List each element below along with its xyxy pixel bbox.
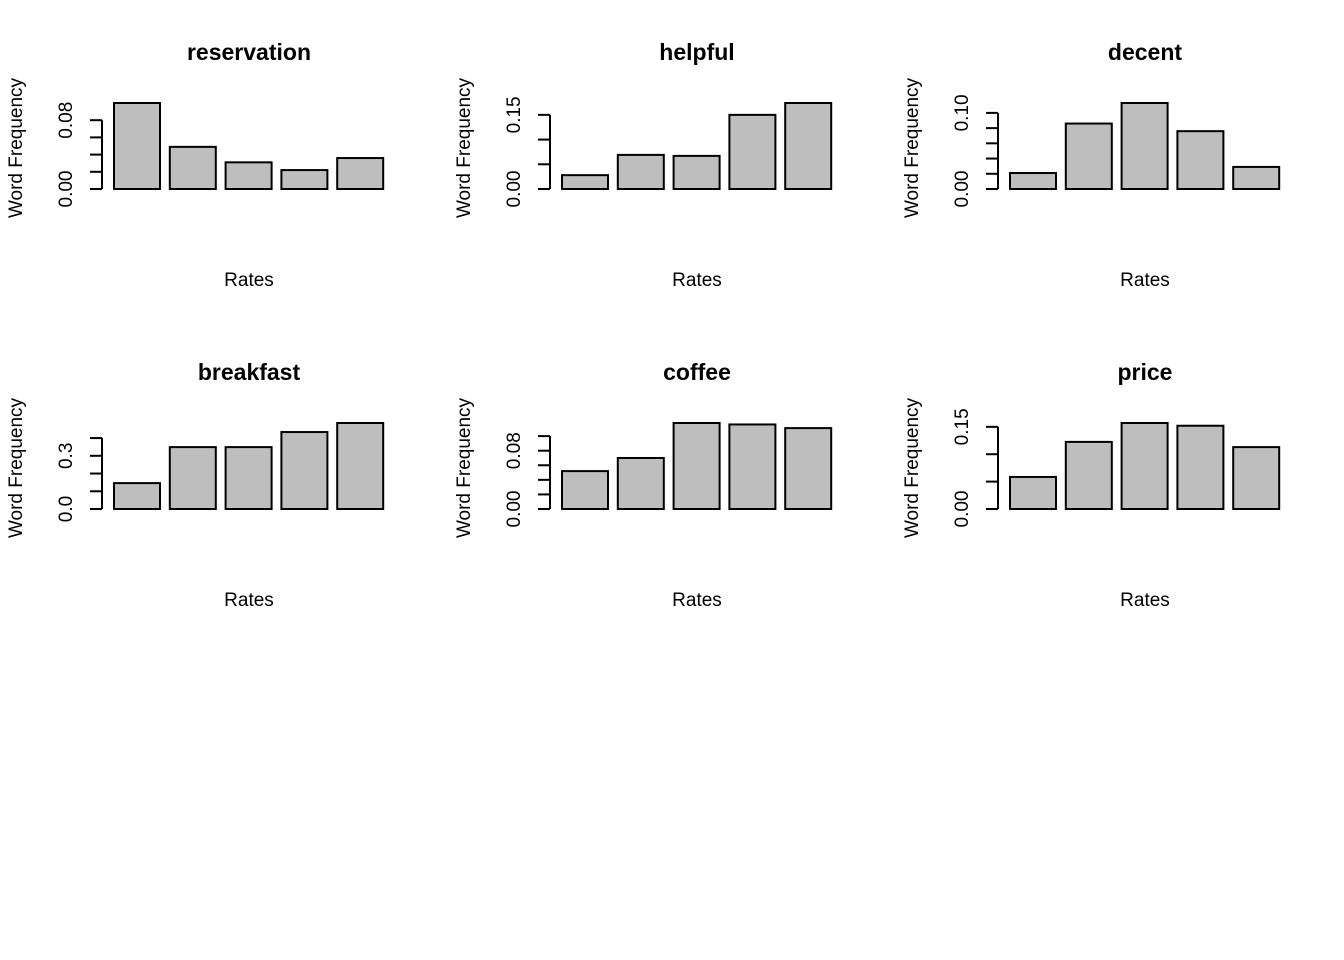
bar bbox=[336, 422, 385, 510]
bar bbox=[784, 102, 833, 190]
bar bbox=[1120, 102, 1169, 190]
panel: coffee Rates Word Frequency 0.00 0.08 bbox=[454, 359, 833, 611]
x-axis-label: Rates bbox=[224, 590, 274, 611]
panel: reservation Rates Word Frequency 0.00 0.08 bbox=[6, 39, 385, 291]
bar bbox=[280, 169, 329, 191]
y-tick-label: 0.3 bbox=[56, 443, 77, 469]
y-tick-label: 0.00 bbox=[56, 171, 77, 208]
bar bbox=[616, 153, 665, 190]
bar bbox=[224, 446, 273, 510]
y-tick-label: 0.0 bbox=[56, 496, 77, 522]
x-axis-label: Rates bbox=[1120, 270, 1170, 291]
panel: decent Rates Word Frequency 0.00 0.10 bbox=[902, 39, 1281, 291]
y-tick-label: 0.10 bbox=[952, 94, 973, 131]
bar bbox=[1064, 122, 1113, 190]
y-tick-label: 0.00 bbox=[504, 491, 525, 528]
y-axis-label: Word Frequency bbox=[6, 397, 27, 538]
bar bbox=[1232, 446, 1281, 511]
chart-title: decent bbox=[1108, 39, 1182, 65]
bar bbox=[280, 431, 329, 510]
y-tick-label: 0.08 bbox=[504, 432, 525, 469]
bar bbox=[113, 482, 161, 511]
bar bbox=[561, 470, 609, 511]
y-axis-label: Word Frequency bbox=[454, 77, 475, 218]
panel: helpful Rates Word Frequency 0.00 0.15 bbox=[454, 39, 833, 291]
y-tick-label: 0.08 bbox=[56, 102, 77, 139]
x-axis-label: Rates bbox=[224, 270, 274, 291]
y-axis-label: Word Frequency bbox=[902, 397, 923, 538]
x-axis-label: Rates bbox=[672, 590, 722, 611]
chart-title: coffee bbox=[663, 359, 731, 385]
bar bbox=[336, 157, 385, 190]
bar bbox=[224, 161, 273, 190]
chart-title: helpful bbox=[659, 39, 734, 65]
x-axis-label: Rates bbox=[1120, 590, 1170, 611]
bar bbox=[561, 174, 609, 190]
bar bbox=[672, 154, 721, 190]
bar bbox=[728, 113, 777, 190]
panel: breakfast Rates Word Frequency 0.0 0.3 bbox=[6, 359, 385, 611]
bar bbox=[1120, 422, 1169, 510]
y-axis-label: Word Frequency bbox=[6, 77, 27, 218]
bar bbox=[728, 423, 777, 510]
bar bbox=[784, 427, 833, 510]
chart-title: reservation bbox=[187, 39, 311, 65]
bar bbox=[168, 145, 217, 190]
bar bbox=[672, 422, 721, 510]
bar bbox=[1064, 440, 1113, 510]
y-tick-label: 0.00 bbox=[952, 491, 973, 528]
panel: price Rates Word Frequency 0.00 0.15 bbox=[902, 359, 1281, 611]
bar bbox=[1176, 424, 1225, 510]
y-tick-label: 0.00 bbox=[504, 171, 525, 208]
bar bbox=[113, 102, 161, 190]
bar bbox=[168, 446, 217, 510]
chart-title: price bbox=[1118, 359, 1173, 385]
bar bbox=[1009, 172, 1057, 191]
bar bbox=[1232, 165, 1281, 190]
bar bbox=[1009, 475, 1057, 510]
y-axis-label: Word Frequency bbox=[454, 397, 475, 538]
bar bbox=[616, 456, 665, 510]
x-axis-label: Rates bbox=[672, 270, 722, 291]
y-tick-label: 0.15 bbox=[952, 408, 973, 445]
y-tick-label: 0.15 bbox=[504, 96, 525, 133]
y-axis-label: Word Frequency bbox=[902, 77, 923, 218]
y-tick-label: 0.00 bbox=[952, 171, 973, 208]
bar bbox=[1176, 130, 1225, 190]
chart-title: breakfast bbox=[198, 359, 301, 385]
